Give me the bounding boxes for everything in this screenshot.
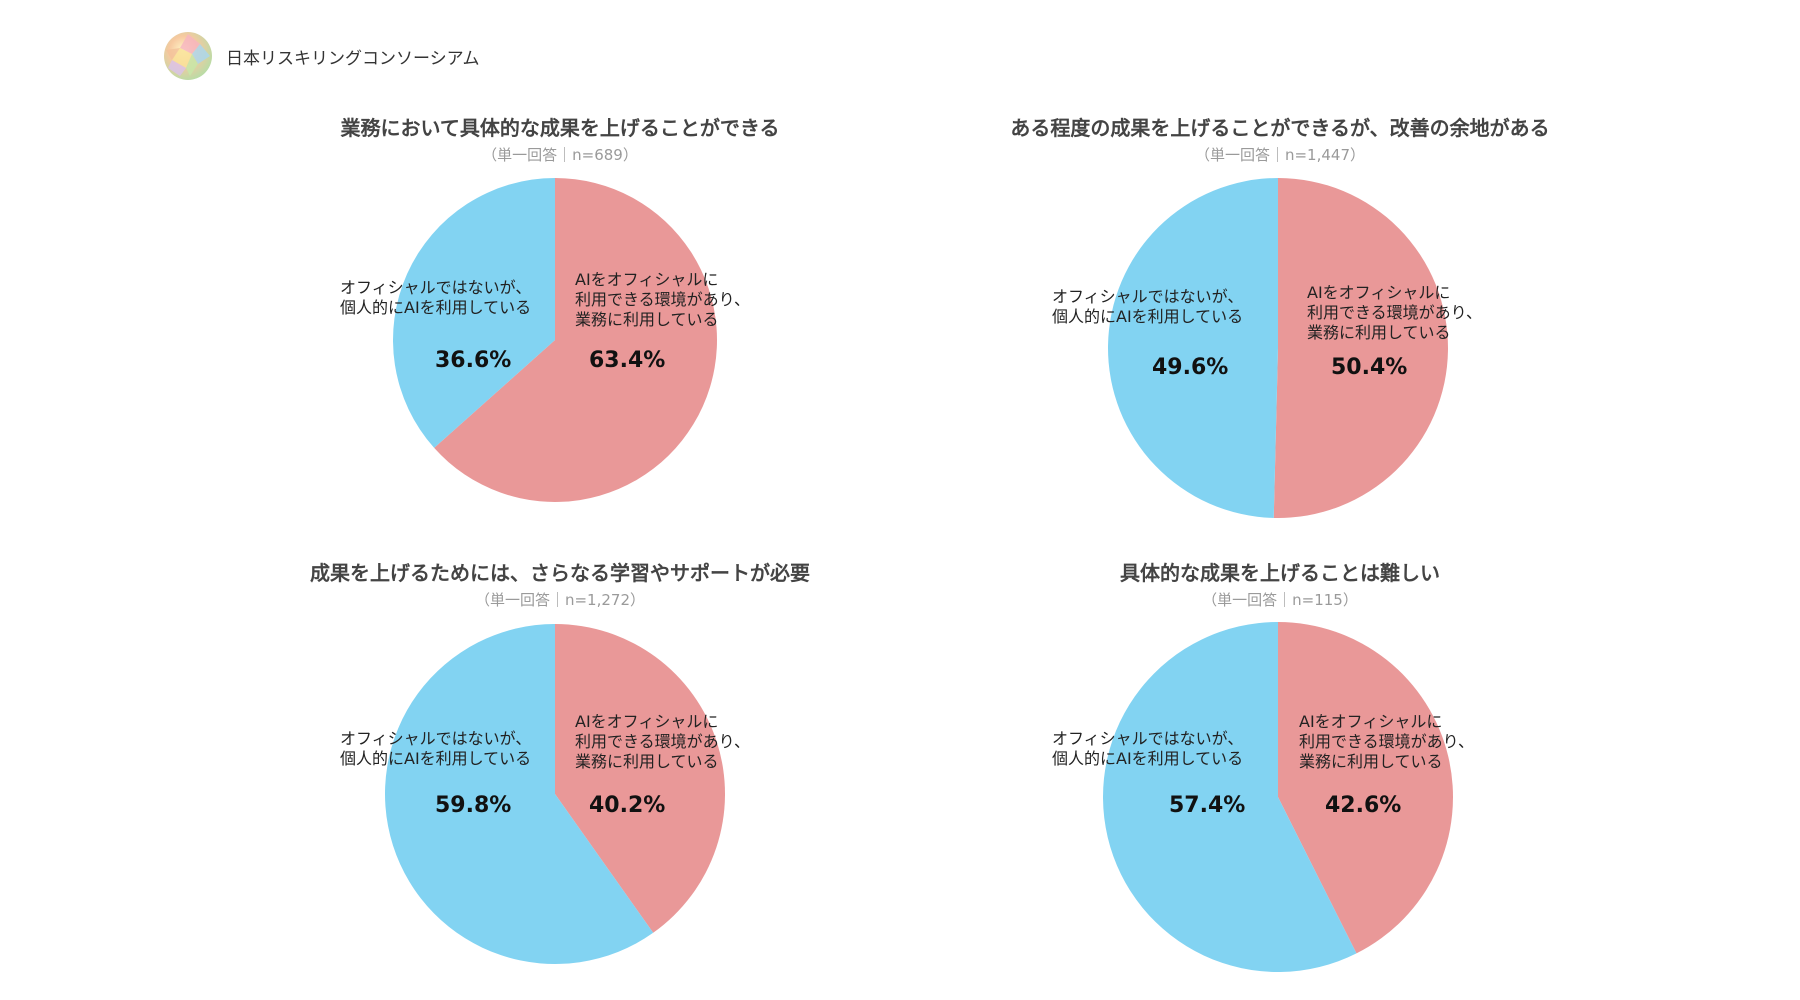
pie-slice-official	[1278, 622, 1453, 954]
pie-panel-4: 具体的な成果を上げることは難しい （単一回答｜n=115） オフィシャルではない…	[900, 557, 1660, 997]
slice-value-official: 63.4%	[589, 348, 666, 373]
slice-value-official: 40.2%	[589, 793, 666, 818]
slice-value-personal: 57.4%	[1169, 793, 1246, 818]
pie-slice-personal	[1107, 178, 1278, 518]
chart-title: ある程度の成果を上げることができるが、改善の余地がある	[1010, 116, 1550, 140]
chart-title: 業務において具体的な成果を上げることができる	[340, 116, 780, 140]
org-name: 日本リスキリングコンソーシアム	[226, 48, 480, 69]
slice-label-official: AIをオフィシャルに 利用できる環境があり、 業務に利用している	[575, 712, 751, 771]
pie-chart	[1107, 178, 1448, 518]
pie-chart	[1103, 622, 1453, 972]
chart-subtitle: （単一回答｜n=115）	[1202, 591, 1358, 609]
pie-panel-2: ある程度の成果を上げることができるが、改善の余地がある （単一回答｜n=1,44…	[900, 112, 1660, 552]
chart-title: 具体的な成果を上げることは難しい	[1120, 561, 1440, 585]
chart-title: 成果を上げるためには、さらなる学習やサポートが必要	[310, 561, 810, 585]
slice-value-personal: 36.6%	[435, 348, 512, 373]
slice-label-personal: オフィシャルではないが、 個人的にAIを利用している	[340, 729, 532, 768]
chart-subtitle: （単一回答｜n=1,272）	[474, 591, 646, 609]
slice-value-official: 50.4%	[1331, 355, 1408, 380]
pie-chart	[385, 624, 725, 964]
pie-panel-1: 業務において具体的な成果を上げることができる （単一回答｜n=689） オフィシ…	[180, 112, 940, 552]
slice-label-personal: オフィシャルではないが、 個人的にAIを利用している	[340, 278, 532, 317]
pie-slice-official	[555, 624, 725, 933]
slice-label-official: AIをオフィシャルに 利用できる環境があり、 業務に利用している	[1299, 712, 1475, 771]
pie-slice-official	[434, 178, 717, 503]
slice-label-official: AIをオフィシャルに 利用できる環境があり、 業務に利用している	[1307, 283, 1483, 342]
pie-panel-3: 成果を上げるためには、さらなる学習やサポートが必要 （単一回答｜n=1,272）…	[180, 557, 940, 997]
slice-value-personal: 49.6%	[1152, 355, 1229, 380]
pie-chart	[393, 178, 717, 503]
header: 日本リスキリングコンソーシアム	[162, 30, 479, 82]
slice-value-personal: 59.8%	[435, 793, 512, 818]
chart-subtitle: （単一回答｜n=1,447）	[1194, 146, 1366, 164]
slice-label-personal: オフィシャルではないが、 個人的にAIを利用している	[1052, 729, 1244, 768]
pie-slice-official	[1273, 178, 1448, 518]
slice-label-personal: オフィシャルではないが、 個人的にAIを利用している	[1052, 287, 1244, 326]
slice-label-official: AIをオフィシャルに 利用できる環境があり、 業務に利用している	[575, 270, 751, 329]
pie-slice-personal	[385, 624, 654, 964]
pie-slice-personal	[393, 178, 555, 448]
faceted-sphere-logo-icon	[164, 32, 212, 80]
slice-value-official: 42.6%	[1325, 793, 1402, 818]
chart-subtitle: （単一回答｜n=689）	[482, 146, 638, 164]
pie-slice-personal	[1103, 622, 1357, 972]
